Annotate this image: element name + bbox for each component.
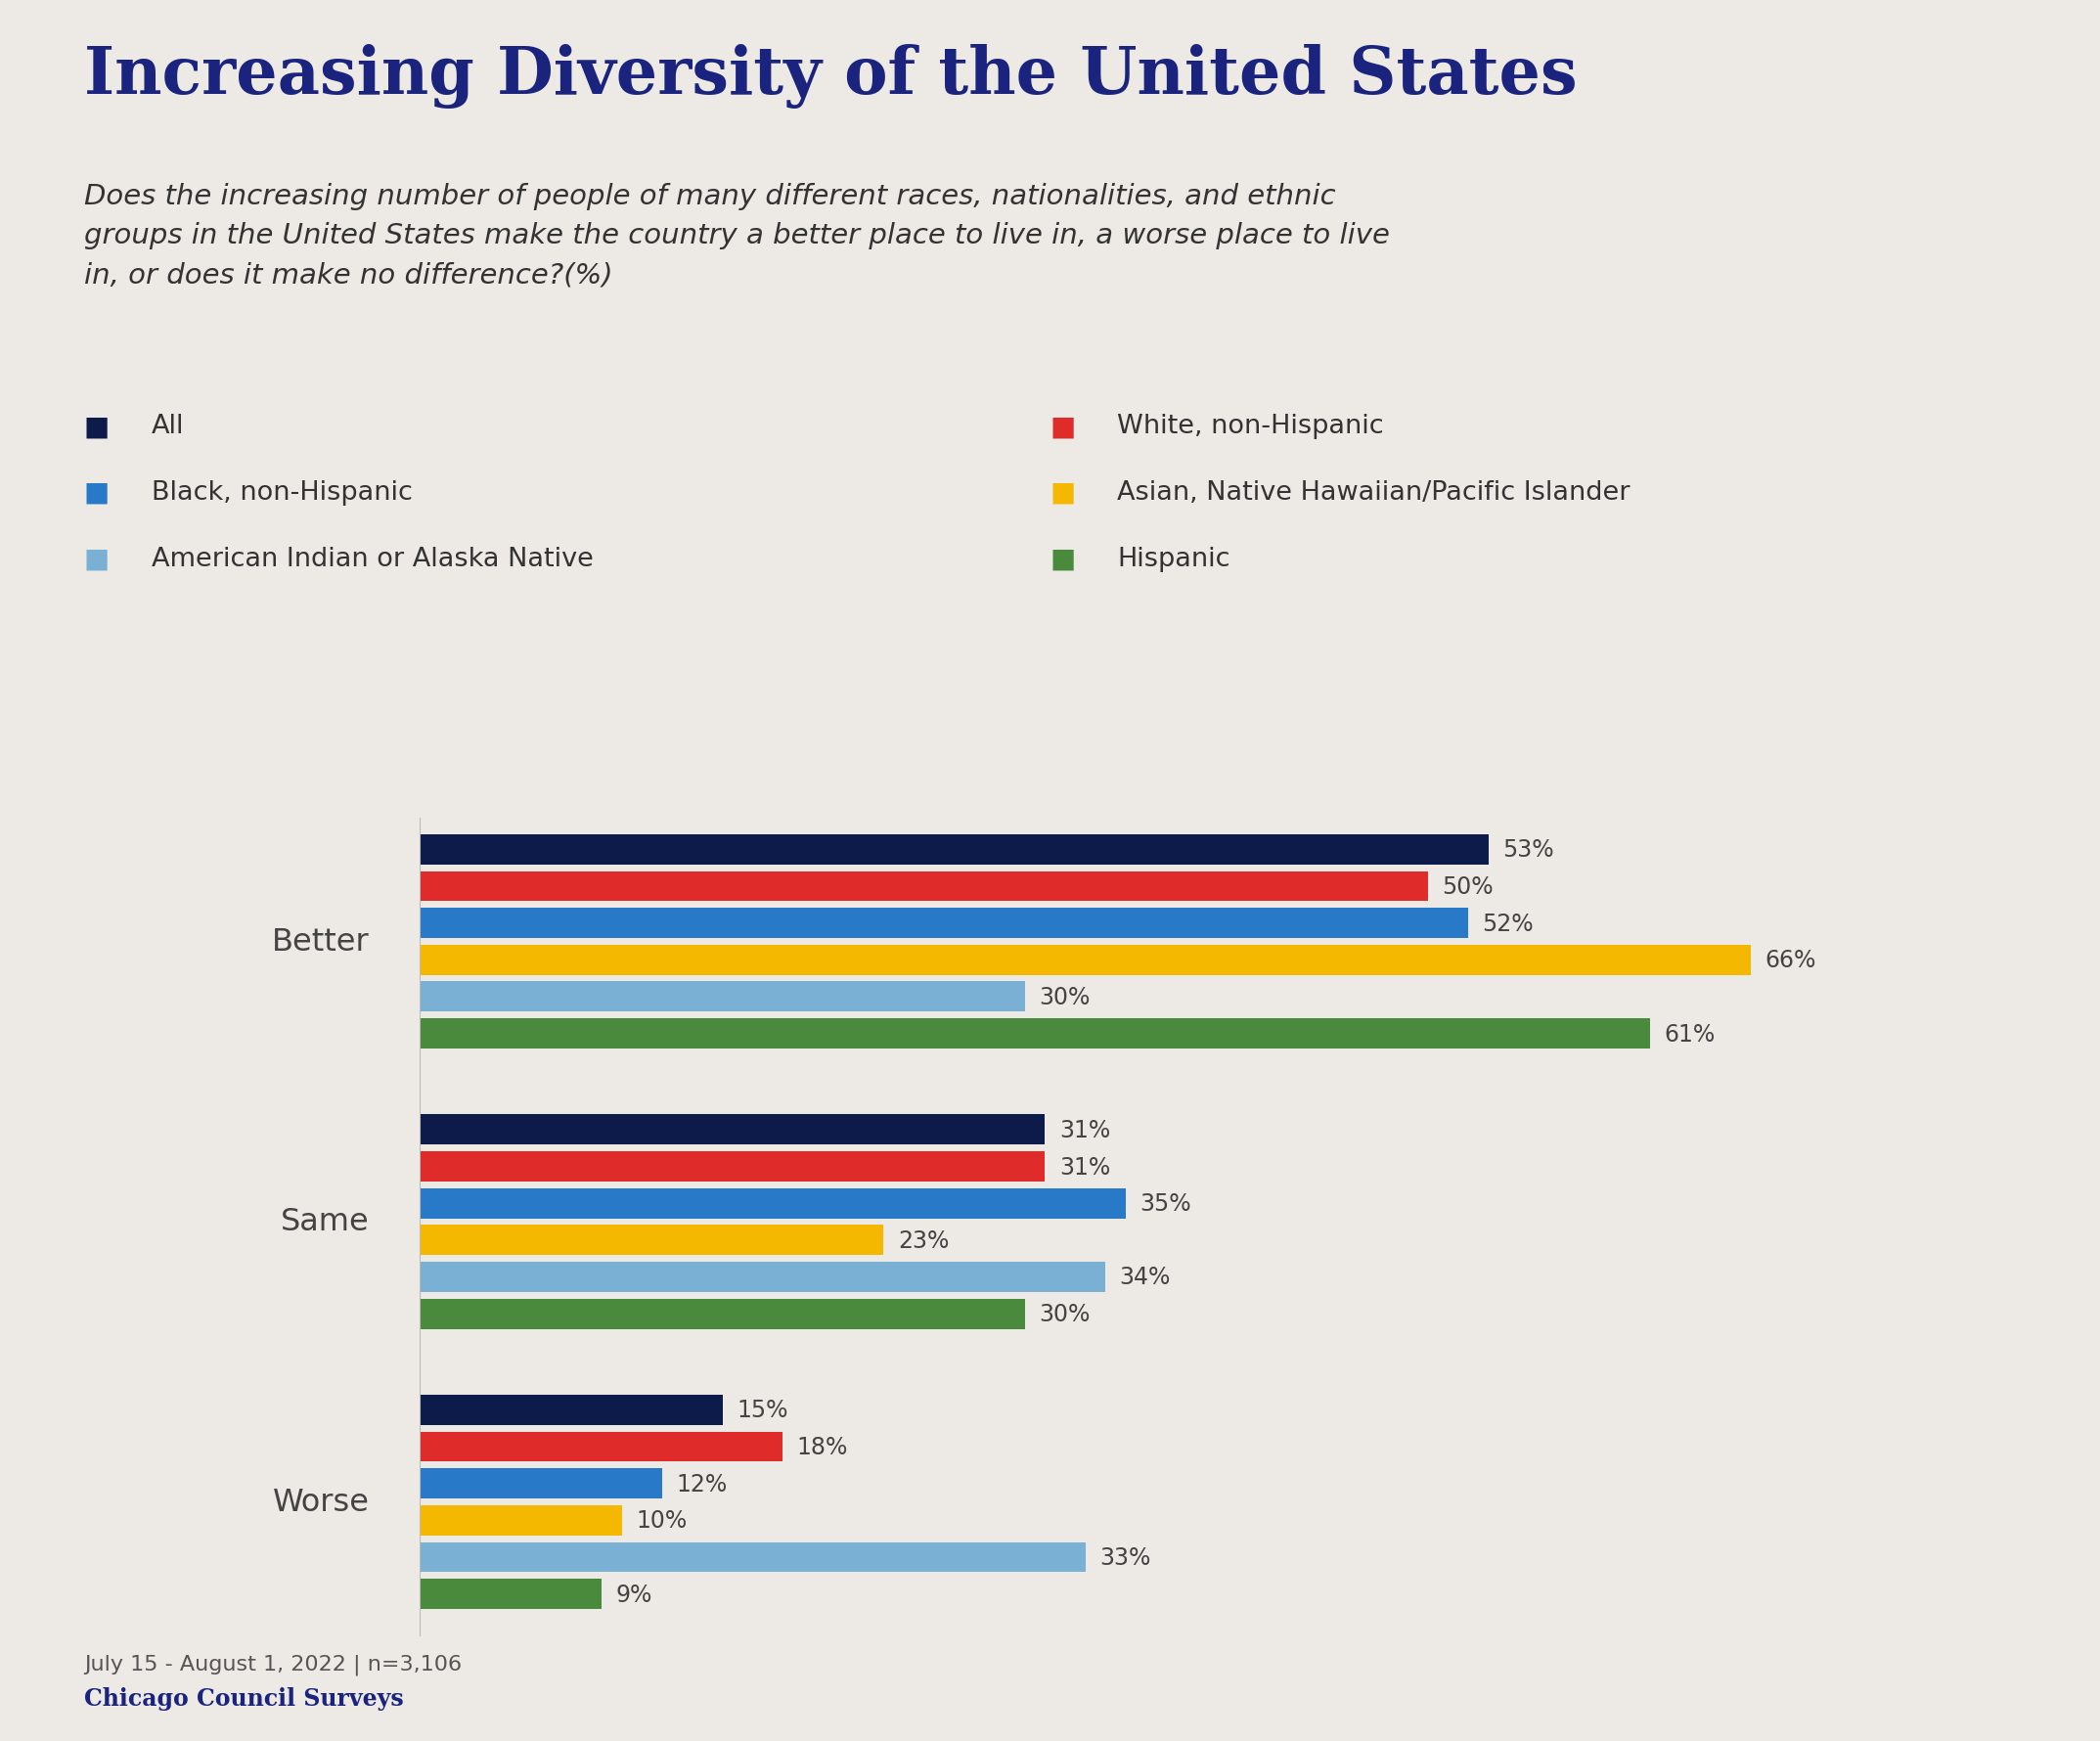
- Text: 30%: 30%: [1040, 1302, 1090, 1325]
- Bar: [420, 909, 1468, 938]
- Text: Asian, Native Hawaiian/Pacific Islander: Asian, Native Hawaiian/Pacific Islander: [1117, 481, 1630, 505]
- Bar: [420, 945, 1751, 975]
- Bar: [420, 834, 1489, 865]
- Text: 9%: 9%: [615, 1583, 653, 1605]
- Text: 18%: 18%: [798, 1435, 848, 1459]
- Bar: [420, 1395, 722, 1426]
- Bar: [420, 872, 1428, 902]
- Bar: [420, 1114, 1046, 1146]
- Text: 15%: 15%: [737, 1398, 788, 1422]
- Text: July 15 - August 1, 2022 | n=3,106: July 15 - August 1, 2022 | n=3,106: [84, 1654, 462, 1675]
- Text: 50%: 50%: [1443, 876, 1493, 898]
- Bar: [420, 1431, 783, 1462]
- Text: 12%: 12%: [676, 1471, 727, 1496]
- Bar: [420, 1151, 1046, 1182]
- Text: 31%: 31%: [1058, 1118, 1111, 1142]
- Text: 23%: 23%: [899, 1229, 949, 1252]
- Text: Worse: Worse: [273, 1487, 370, 1516]
- Bar: [420, 1262, 1105, 1292]
- Bar: [420, 1468, 662, 1499]
- Text: ■: ■: [84, 545, 109, 573]
- Text: Increasing Diversity of the United States: Increasing Diversity of the United State…: [84, 44, 1577, 108]
- Text: 35%: 35%: [1140, 1193, 1191, 1215]
- Text: American Indian or Alaska Native: American Indian or Alaska Native: [151, 547, 592, 571]
- Text: Same: Same: [281, 1207, 370, 1238]
- Text: 53%: 53%: [1504, 837, 1554, 862]
- Bar: [420, 1579, 601, 1609]
- Text: 31%: 31%: [1058, 1154, 1111, 1179]
- Text: White, non-Hispanic: White, non-Hispanic: [1117, 414, 1384, 439]
- Text: ■: ■: [1050, 413, 1075, 440]
- Bar: [420, 982, 1025, 1012]
- Text: 34%: 34%: [1119, 1266, 1172, 1288]
- Text: 33%: 33%: [1100, 1546, 1151, 1569]
- Text: 52%: 52%: [1483, 912, 1533, 935]
- Text: 10%: 10%: [636, 1509, 687, 1532]
- Text: Does the increasing number of people of many different races, nationalities, and: Does the increasing number of people of …: [84, 183, 1390, 289]
- Text: Hispanic: Hispanic: [1117, 547, 1231, 571]
- Bar: [420, 1299, 1025, 1328]
- Bar: [420, 1189, 1126, 1219]
- Text: 30%: 30%: [1040, 985, 1090, 1008]
- Text: ■: ■: [84, 479, 109, 507]
- Bar: [420, 1543, 1086, 1572]
- Text: Black, non-Hispanic: Black, non-Hispanic: [151, 481, 412, 505]
- Text: ■: ■: [84, 413, 109, 440]
- Bar: [420, 1506, 622, 1536]
- Text: All: All: [151, 414, 185, 439]
- Text: ■: ■: [1050, 479, 1075, 507]
- Text: Better: Better: [273, 926, 370, 958]
- Text: 66%: 66%: [1764, 949, 1816, 971]
- Bar: [420, 1226, 884, 1255]
- Text: ■: ■: [1050, 545, 1075, 573]
- Bar: [420, 1018, 1651, 1048]
- Text: 61%: 61%: [1663, 1022, 1716, 1046]
- Text: Chicago Council Surveys: Chicago Council Surveys: [84, 1687, 403, 1710]
